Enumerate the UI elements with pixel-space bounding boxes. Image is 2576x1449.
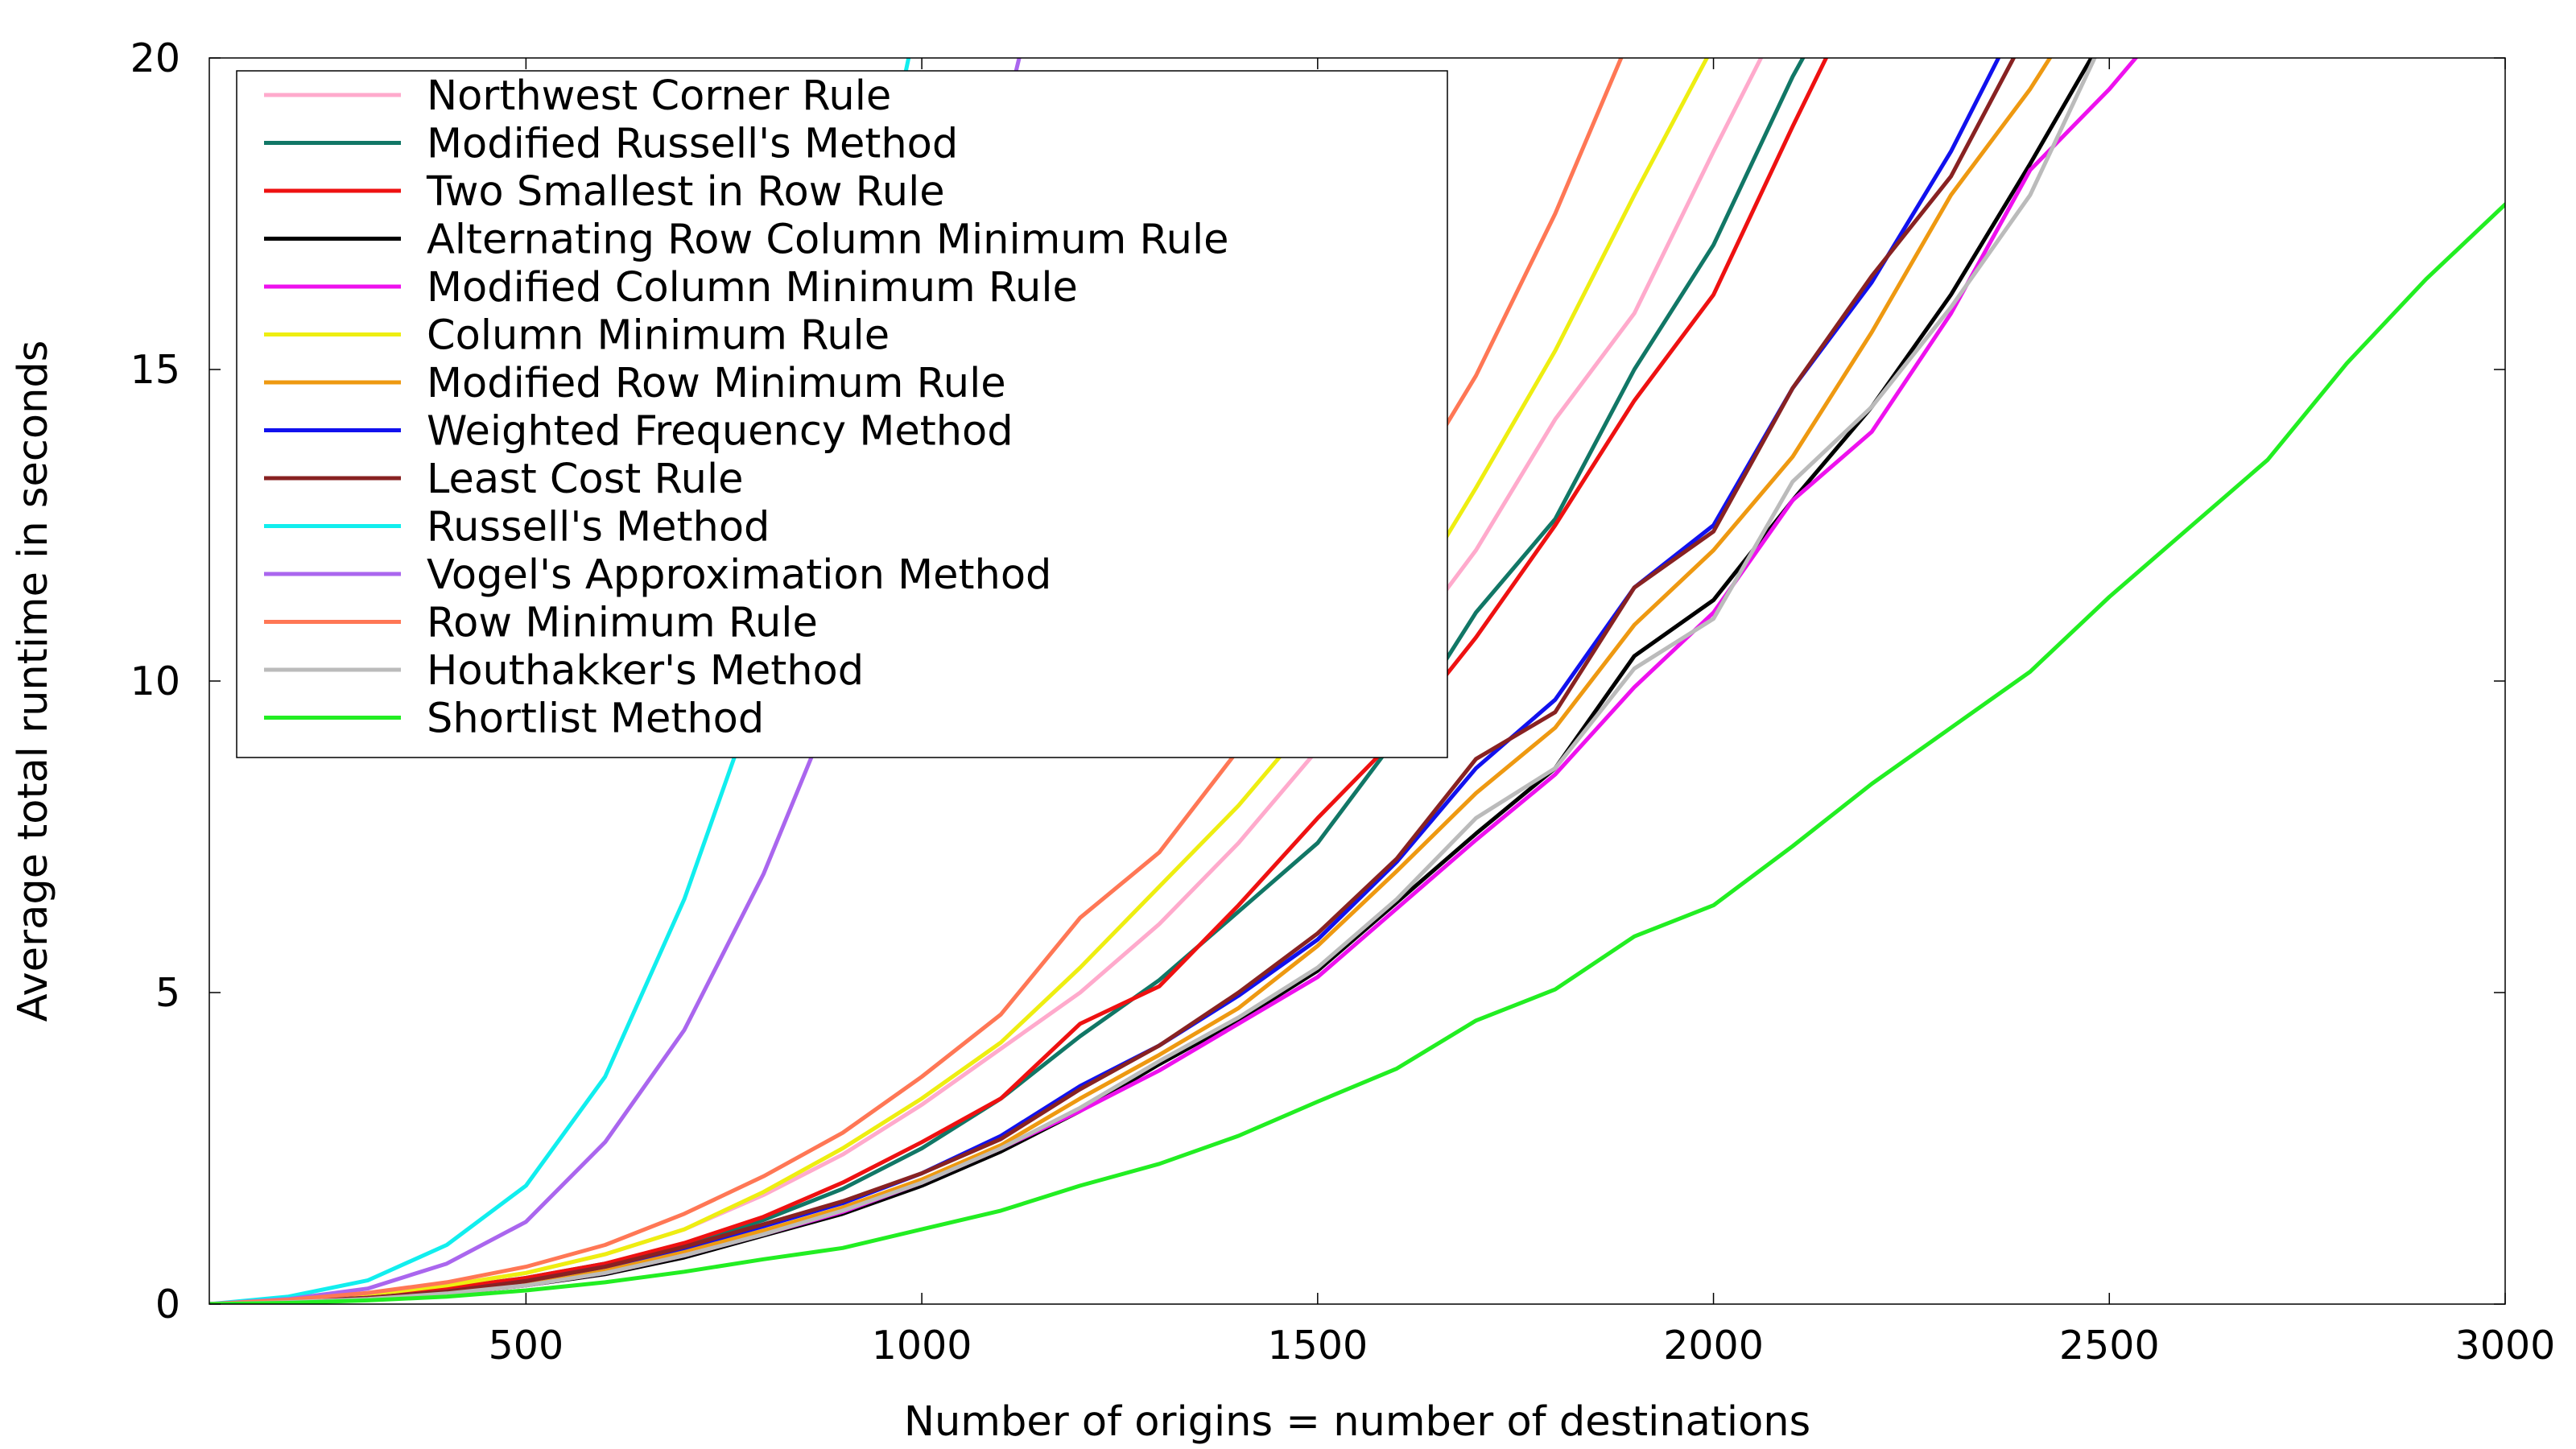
x-tick-label: 2000 [1663,1323,1764,1368]
legend-label: Two Smallest in Row Rule [426,168,945,216]
y-tick-label: 20 [130,35,180,81]
x-axis-title: Number of origins = number of destinatio… [904,1398,1810,1446]
series-line-houthakker-s-method [209,58,2097,1304]
legend-label: Northwest Corner Rule [427,72,891,120]
legend-label: Modified Russell's Method [427,121,958,168]
legend-label: Shortlist Method [427,696,764,743]
y-tick-label: 0 [155,1282,180,1327]
series-line-two-smallest-in-row-rule [209,58,1829,1304]
series-line-shortlist-method [209,202,2505,1304]
legend-label: Row Minimum Rule [427,600,818,647]
legend-label: Least Cost Rule [427,456,744,503]
y-tick-label: 5 [155,970,180,1016]
legend-label: Alternating Row Column Minimum Rule [427,217,1229,264]
x-tick-label: 1000 [872,1323,972,1368]
x-tick-label: 1500 [1267,1323,1368,1368]
legend-label: Modified Column Minimum Rule [427,264,1078,312]
series-line-least-cost-rule [209,58,2017,1304]
x-tick-label: 3000 [2455,1323,2556,1368]
legend-label: Vogel's Approximation Method [427,551,1051,599]
y-tick-label: 10 [130,658,180,704]
series-line-column-minimum-rule [209,58,1710,1304]
x-tick-label: 2500 [2059,1323,2160,1368]
x-tick-label: 500 [489,1323,564,1368]
ticks-layer: 500 1000 1500 2000 2500 3000 0 5 10 15 20 [130,35,2556,1368]
legend-box [236,70,1448,758]
legend-label: Modified Row Minimum Rule [427,360,1006,407]
y-tick-label: 15 [130,347,180,393]
y-axis-title: Average total runtime in seconds [10,341,57,1022]
legend-label: Column Minimum Rule [427,312,890,360]
legend-label: Weighted Frequency Method [427,408,1013,456]
legend-label: Houthakker's Method [427,647,864,695]
legend-label: Russell's Method [427,504,770,551]
